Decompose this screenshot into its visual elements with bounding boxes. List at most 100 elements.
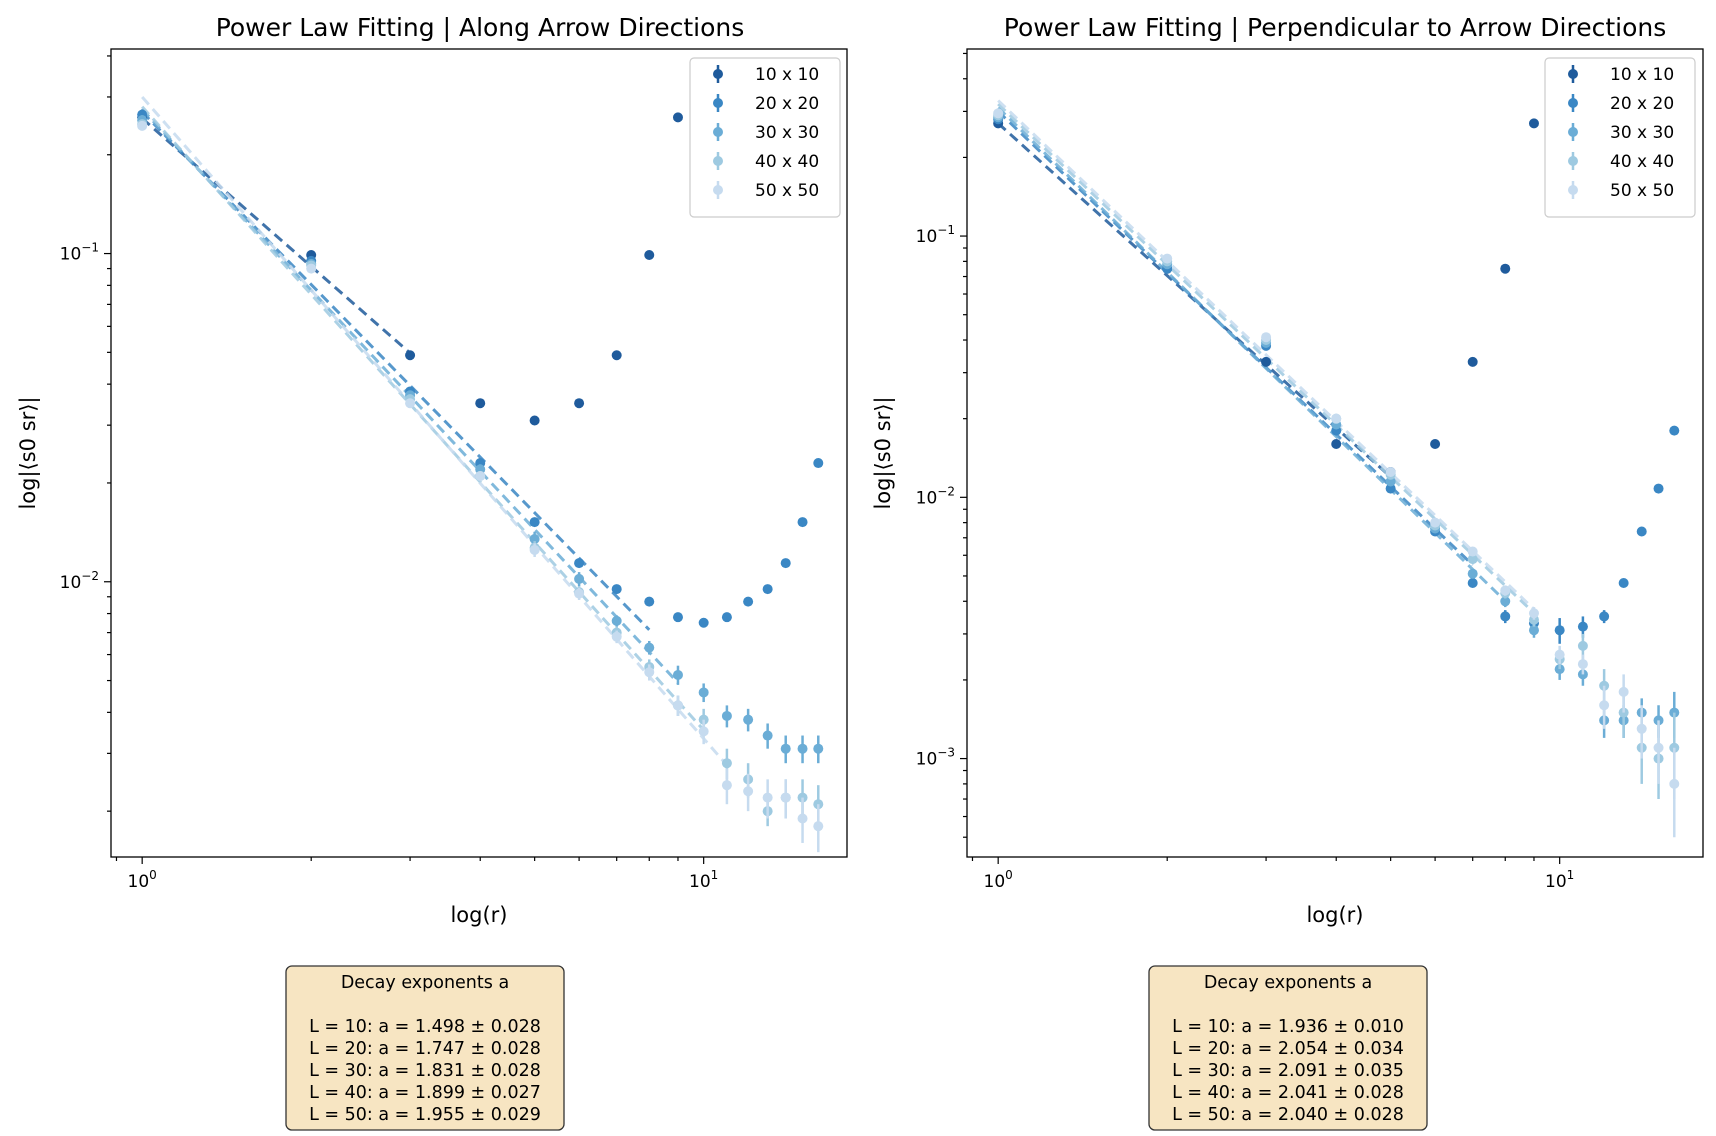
- data-point: [762, 792, 773, 803]
- data-point: [1577, 621, 1588, 632]
- annotation-line: L = 30: a = 2.091 ± 0.035: [1172, 1061, 1404, 1081]
- data-point: [672, 700, 683, 711]
- legend-label: 20 x 20: [1610, 94, 1674, 114]
- data-point: [813, 458, 824, 469]
- data-point: [574, 398, 585, 409]
- data-point: [611, 615, 622, 626]
- data-point: [1430, 517, 1441, 528]
- legend-label: 10 x 10: [755, 65, 819, 85]
- series-5: [137, 120, 824, 853]
- annotation-title: Decay exponents a: [1204, 973, 1372, 993]
- x-axis-label: log(r): [1306, 903, 1363, 927]
- legend-marker: [713, 185, 723, 195]
- series-5: [993, 108, 1680, 838]
- data-point: [1577, 659, 1588, 670]
- x-axis-label: log(r): [450, 903, 507, 927]
- data-point: [1331, 438, 1342, 449]
- plot-marks: [993, 99, 1680, 838]
- data-point: [611, 584, 622, 595]
- data-point: [721, 758, 732, 769]
- data-point: [993, 108, 1004, 119]
- chart-along-arrow: Power Law Fitting | Along Arrow Directio…: [16, 13, 848, 1131]
- legend-marker: [713, 156, 723, 166]
- data-point: [797, 813, 808, 824]
- y-tick-label: 10−1: [916, 223, 955, 247]
- y-tick-label: 10−3: [916, 746, 955, 770]
- data-point: [644, 667, 655, 678]
- legend-marker: [713, 127, 723, 137]
- legend-label: 20 x 20: [755, 94, 819, 114]
- x-tick-label: 100: [984, 868, 1013, 892]
- data-point: [1467, 356, 1478, 367]
- annotation-line: L = 10: a = 1.498 ± 0.028: [309, 1017, 541, 1037]
- y-tick-label: 10−2: [916, 484, 955, 508]
- x-axis-ticks: 100 101: [115, 857, 718, 892]
- data-point: [574, 588, 585, 599]
- data-point: [529, 544, 540, 555]
- legend-marker: [1568, 185, 1578, 195]
- data-point: [1467, 554, 1478, 565]
- annotation-line: L = 40: a = 2.041 ± 0.028: [1172, 1083, 1404, 1103]
- plot-frame: [966, 48, 1704, 858]
- legend-marker: [713, 69, 723, 79]
- y-tick-label: 10−2: [60, 569, 99, 593]
- x-tick-label: 100: [128, 868, 157, 892]
- legend-marker: [713, 98, 723, 108]
- data-point: [1500, 585, 1511, 596]
- data-point: [1467, 577, 1478, 588]
- data-point: [1653, 742, 1664, 753]
- data-point: [574, 573, 585, 584]
- annotation-line: L = 50: a = 1.955 ± 0.029: [309, 1105, 541, 1125]
- data-point: [780, 792, 791, 803]
- fit-line-4: [141, 105, 705, 732]
- data-point: [1500, 611, 1511, 622]
- data-point: [644, 249, 655, 260]
- data-point: [1162, 253, 1173, 264]
- data-point: [672, 112, 683, 123]
- fit-line-3: [997, 106, 1507, 603]
- chart-perpendicular-arrow: Power Law Fitting | Perpendicular to Arr…: [871, 13, 1704, 1131]
- data-point: [1385, 483, 1396, 494]
- data-point: [721, 612, 732, 623]
- plot-area: [993, 99, 1680, 838]
- data-point: [1528, 608, 1539, 619]
- legend-frame: [1544, 57, 1696, 218]
- exponent-annotation-box: Decay exponents a L = 10: a = 1.498 ± 0.0…: [285, 965, 565, 1131]
- data-point: [574, 558, 585, 569]
- annotation-line: L = 30: a = 1.831 ± 0.028: [309, 1061, 541, 1081]
- y-tick-label: 10−1: [60, 241, 99, 265]
- data-point: [780, 743, 791, 754]
- data-point: [1599, 700, 1610, 711]
- data-point: [743, 786, 754, 797]
- data-point: [797, 517, 808, 528]
- x-axis-ticks: 100 101: [971, 857, 1574, 892]
- x-tick-label: 101: [1545, 868, 1574, 892]
- data-point: [1385, 466, 1396, 477]
- data-point: [529, 517, 540, 528]
- data-point: [1430, 438, 1441, 449]
- legend-frame: [689, 57, 841, 218]
- chart-title: Power Law Fitting | Along Arrow Directio…: [216, 13, 745, 42]
- data-point: [405, 350, 416, 361]
- data-point: [475, 398, 486, 409]
- data-point: [405, 398, 416, 409]
- data-point: [1467, 568, 1478, 579]
- y-axis-ticks: 10−3 10−2 10−1: [916, 52, 967, 838]
- data-point: [611, 350, 622, 361]
- fit-line-1: [141, 117, 412, 355]
- data-point: [1577, 640, 1588, 651]
- legend-label: 10 x 10: [1610, 65, 1674, 85]
- fit-line-5: [997, 99, 1536, 611]
- data-point: [1554, 649, 1565, 660]
- legend-label: 50 x 50: [755, 181, 819, 201]
- data-point: [698, 617, 709, 628]
- annotation-line: L = 10: a = 1.936 ± 0.010: [1172, 1017, 1404, 1037]
- data-point: [698, 687, 709, 698]
- data-point: [1528, 625, 1539, 636]
- data-point: [1669, 425, 1680, 436]
- data-point: [698, 726, 709, 737]
- data-point: [721, 710, 732, 721]
- annotation-line: L = 40: a = 1.899 ± 0.027: [309, 1083, 541, 1103]
- data-point: [813, 821, 824, 832]
- legend-label: 30 x 30: [1610, 123, 1674, 143]
